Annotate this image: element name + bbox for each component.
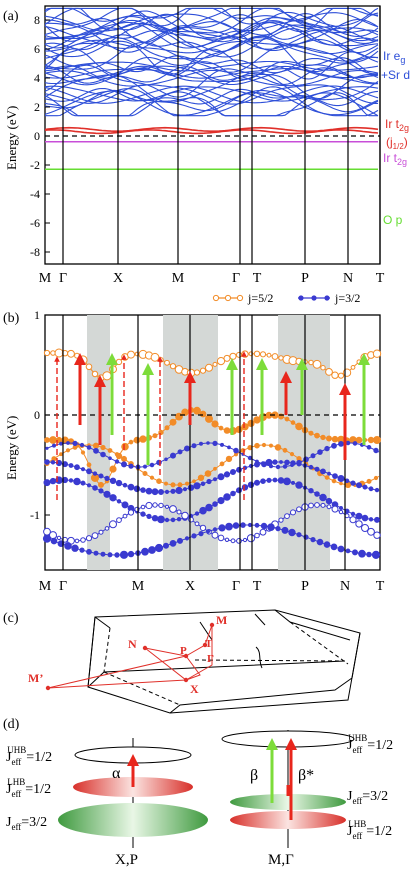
right-kpoints-label: M,Γ [268, 852, 294, 868]
panel-b-arrows [54, 351, 370, 500]
betastar-label: β* [298, 767, 314, 784]
bz-label-P: P [180, 645, 187, 657]
xtick-label: X [113, 271, 123, 286]
panel-b-label: (b) [3, 311, 20, 326]
xtick-label: M [172, 271, 185, 286]
legend-t2g-red: Ir t2g [385, 117, 409, 133]
ytick-label: -1 [30, 508, 40, 522]
ytick-label: -2 [30, 158, 40, 172]
panel-a-bands [44, 7, 379, 170]
xtick-label: Γ [232, 271, 240, 286]
bz-label-T: T [205, 638, 213, 650]
legend-j52: j=5/2 [247, 291, 273, 305]
xtick-label: M [39, 271, 52, 286]
ytick-label: 8 [34, 13, 40, 27]
ytick-label: 2 [34, 100, 40, 114]
right-lhb-label: JeffLHB=1/2 [347, 819, 392, 841]
ytick-label: 0 [34, 408, 40, 422]
ytick-label: 6 [34, 42, 40, 56]
panel-c: (c) M N P T Γ [3, 609, 361, 714]
xtick-label: T [376, 271, 385, 286]
ytick-label: 0 [34, 129, 40, 143]
bz-points [45, 622, 215, 691]
left-kpoints-label: X,P [115, 852, 138, 868]
left-j32-label: Jeff=3/2 [6, 815, 47, 832]
left-lhb-label: JeffLHB=1/2 [6, 777, 51, 799]
panel-a-yticks: 8 6 4 2 0 -2 -4 -6 -8 [30, 13, 50, 259]
xtick-label: T [253, 271, 262, 286]
right-j32-disk [230, 794, 346, 810]
panel-d: (d) α JeffUHB=1/2 JeffLHB=1/2 Jeff=3/2 X… [3, 717, 393, 868]
brillouin-zone [87, 609, 361, 714]
right-lhb-disk [230, 811, 346, 829]
ytick-label: 1 [34, 308, 40, 322]
bz-label-Mprime: M’ [28, 671, 43, 685]
bz-label-M: M [216, 613, 227, 627]
panel-a-kpoint-lines [62, 6, 381, 264]
left-uhb-label: JeffUHB=1/2 [6, 745, 52, 767]
panel-d-label: (d) [3, 717, 20, 732]
right-uhb-label: JeffUHB=1/2 [347, 733, 393, 755]
xtick-label: Γ [59, 271, 67, 286]
panel-b-yticks: 1 0 -1 [30, 308, 50, 522]
legend-j12: (j1/2) [386, 135, 408, 151]
left-j32-disk [58, 803, 208, 837]
panel-a-ylabel: Energy (eV) [4, 106, 19, 170]
panel-c-label: (c) [3, 611, 19, 626]
right-uhb-disk [221, 730, 355, 748]
ytick-label: 4 [34, 71, 40, 85]
ytick-label: -8 [30, 245, 40, 259]
bz-highsym-path [47, 624, 213, 689]
panel-b-legend: j=5/2 j=3/2 [212, 291, 360, 305]
legend-op: O p [383, 213, 403, 227]
legend-j32: j=3/2 [334, 291, 360, 305]
xtick-label: P [301, 579, 309, 594]
xtick-label: X [185, 579, 195, 594]
bz-label-Gamma: Γ [207, 653, 214, 665]
alpha-label: α [112, 765, 121, 782]
xtick-label: T [376, 579, 385, 594]
xtick-label: P [301, 271, 309, 286]
xtick-label: N [340, 579, 350, 594]
xtick-label: Γ [232, 579, 240, 594]
ytick-label: -6 [30, 216, 40, 230]
panel-b-bands [42, 348, 382, 560]
beta-label: β [250, 767, 258, 784]
bz-label-N: N [128, 637, 137, 651]
xtick-label: M [132, 579, 145, 594]
xtick-label: Γ [59, 579, 67, 594]
ytick-label: -4 [30, 187, 40, 201]
xtick-label: N [343, 271, 353, 286]
bz-label-X: X [190, 682, 199, 696]
legend-t2g-mag: Ir t2g [383, 151, 407, 167]
xtick-label: T [253, 579, 262, 594]
xtick-label: M [39, 579, 52, 594]
legend-eg: Ir eg [383, 49, 405, 65]
panel-a-label: (a) [3, 9, 19, 24]
right-j32-label: Jeff=3/2 [347, 789, 388, 806]
legend-srd: +Sr d [381, 68, 410, 82]
panel-b-ylabel: Energy (eV) [4, 416, 19, 480]
